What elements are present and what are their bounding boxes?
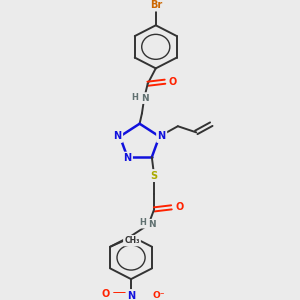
Text: S: S [151, 171, 158, 181]
Text: N: N [127, 290, 135, 300]
Text: Br: Br [150, 0, 162, 10]
Text: N: N [142, 94, 149, 103]
Text: O: O [176, 202, 184, 212]
Text: N: N [148, 220, 156, 229]
Text: O: O [169, 77, 177, 87]
Text: N: N [113, 131, 122, 142]
Text: H: H [139, 218, 146, 227]
Text: O⁻: O⁻ [152, 291, 165, 300]
Text: H: H [132, 93, 138, 102]
Text: N: N [123, 153, 131, 163]
Text: CH₃: CH₃ [124, 236, 140, 245]
Text: O: O [101, 290, 110, 299]
Text: N: N [158, 131, 166, 142]
